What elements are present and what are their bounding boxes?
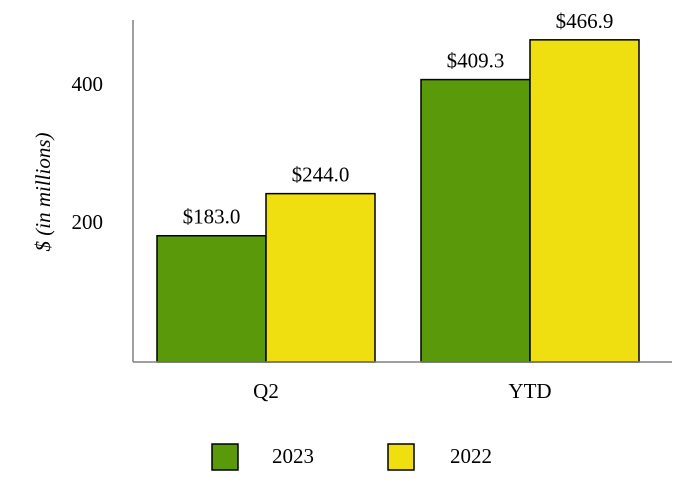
y-tick-label-200: 200 — [72, 210, 104, 234]
bar-q2-2023 — [156, 234, 267, 363]
bar-ytd-2022 — [529, 39, 640, 363]
data-label-ytd-2022: $466.9 — [556, 9, 614, 33]
legend-swatch-2022 — [387, 443, 415, 471]
bar-q2-2022 — [265, 192, 376, 363]
category-labels-group: Q2 YTD — [253, 379, 551, 403]
data-label-q2-2023: $183.0 — [183, 205, 241, 229]
category-label-q2: Q2 — [253, 379, 279, 403]
legend-label-2023: 2023 — [272, 444, 314, 468]
data-labels-group: $183.0 $244.0 $409.3 $466.9 — [183, 9, 614, 229]
bars-group — [156, 39, 640, 363]
data-label-ytd-2023: $409.3 — [447, 49, 505, 73]
data-label-q2-2022: $244.0 — [292, 163, 350, 187]
category-label-ytd: YTD — [508, 379, 551, 403]
y-axis-title: $ (in millions) — [31, 132, 55, 251]
legend-swatch-2023 — [211, 443, 239, 471]
legend-label-2022: 2022 — [450, 444, 492, 468]
y-tick-label-400: 400 — [72, 72, 104, 96]
bar-ytd-2023 — [420, 78, 531, 363]
legend: 2023 2022 — [211, 443, 492, 471]
y-axis-ticks: 200 400 — [72, 72, 104, 234]
